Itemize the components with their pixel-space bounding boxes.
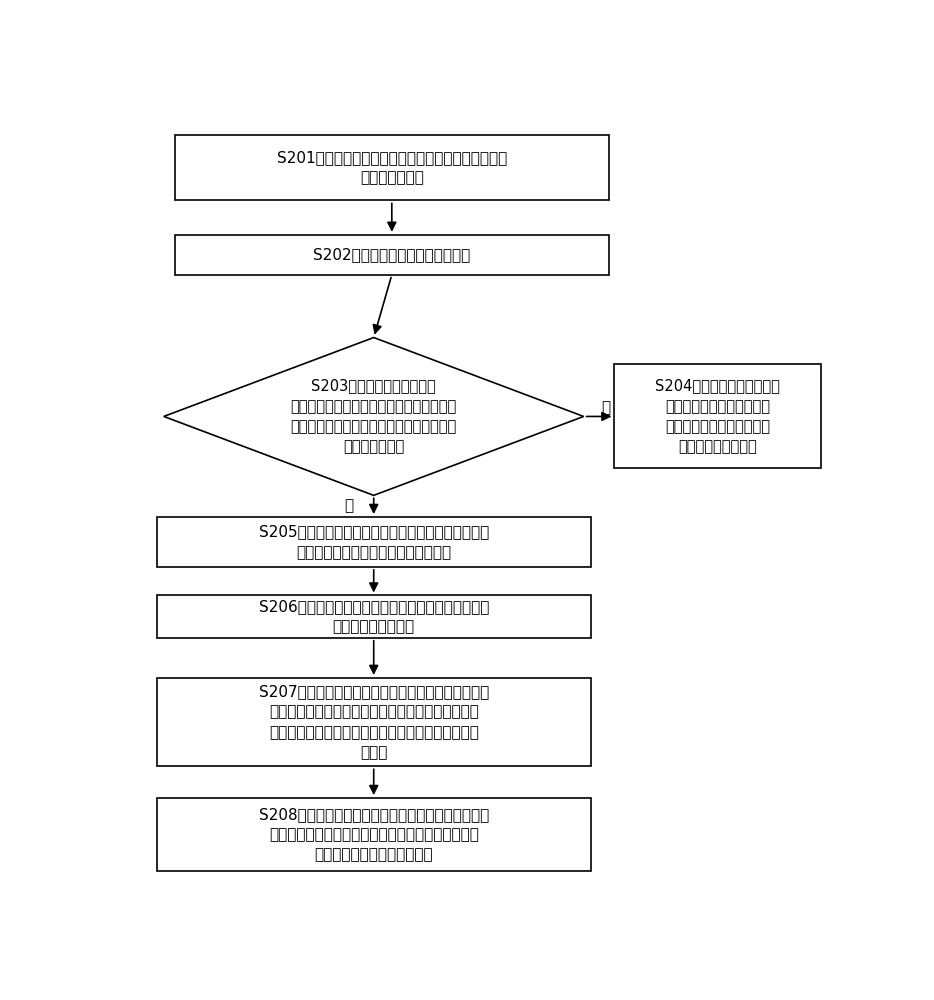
- Text: S206、采用盲信号分离方式，对该经扩频处理后的波
形信号进行干扰消除: S206、采用盲信号分离方式，对该经扩频处理后的波 形信号进行干扰消除: [259, 599, 488, 634]
- Text: S202、接收该发送的控制指令信号: S202、接收该发送的控制指令信号: [313, 247, 471, 262]
- FancyBboxPatch shape: [175, 235, 609, 275]
- FancyBboxPatch shape: [175, 135, 609, 200]
- Text: S205、采用数模转换方式，转换该控制指令信号为波
形信号，并对该波形信号进行扩频处理: S205、采用数模转换方式，转换该控制指令信号为波 形信号，并对该波形信号进行扩…: [259, 524, 488, 560]
- Polygon shape: [163, 338, 584, 495]
- Text: S204、不改变状态记录器中
记录的对应于家庭网络设备
的设备属性的家庭网络设备
当前的控制指令信息: S204、不改变状态记录器中 记录的对应于家庭网络设备 的设备属性的家庭网络设备…: [655, 378, 780, 455]
- FancyBboxPatch shape: [157, 678, 591, 766]
- FancyBboxPatch shape: [157, 517, 591, 567]
- FancyBboxPatch shape: [157, 798, 591, 871]
- Text: 是: 是: [601, 400, 611, 415]
- FancyBboxPatch shape: [615, 364, 821, 468]
- Text: S208、改变状态记录器中记录的对应于家庭网络设备
的设备属性的家庭网络设备当前的控制指令信息为控
制指令信号中的控制指令信息: S208、改变状态记录器中记录的对应于家庭网络设备 的设备属性的家庭网络设备当前…: [259, 807, 488, 862]
- Text: S201、发送包括控制指令、家庭网络设备的设备属性
的控制指令信号: S201、发送包括控制指令、家庭网络设备的设备属性 的控制指令信号: [276, 150, 507, 185]
- Text: S207、对应于家庭网络设备的设备属性的家庭网络设
备采用模数转换方式，转换该经干扰消除后的波形信
号为包括控制指令的控制指令信号，并执行相应的控
制指令: S207、对应于家庭网络设备的设备属性的家庭网络设 备采用模数转换方式，转换该经…: [259, 684, 488, 760]
- Text: 否: 否: [344, 499, 353, 514]
- Text: S203、校验该控制指令信号
中的控制指令信息是否与对应于家庭网络设
备的设备属性的家庭网络设备当前的控制指
令信息相一致？: S203、校验该控制指令信号 中的控制指令信息是否与对应于家庭网络设 备的设备属…: [290, 378, 457, 455]
- FancyBboxPatch shape: [157, 595, 591, 638]
